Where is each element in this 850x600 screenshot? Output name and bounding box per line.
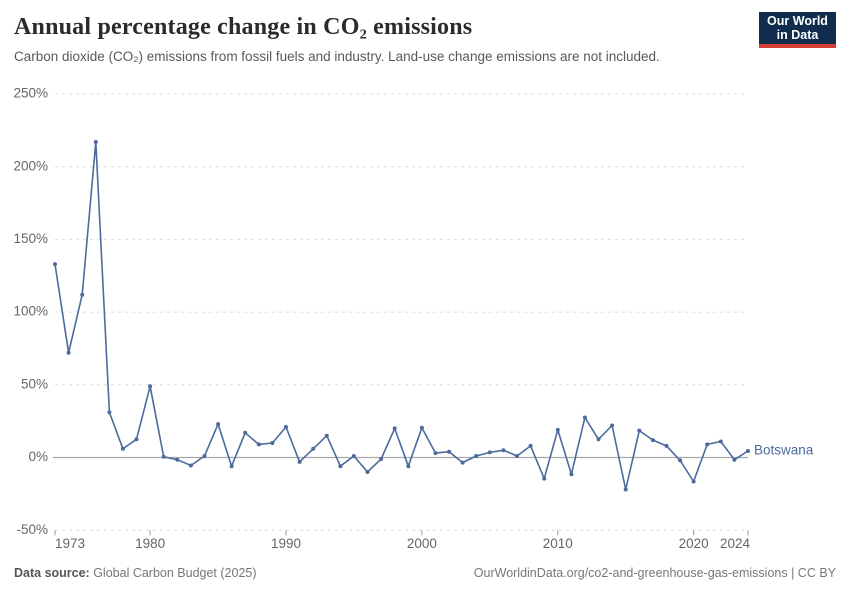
data-point-1980[interactable] — [148, 384, 153, 389]
x-tick-label: 2010 — [543, 536, 573, 551]
data-point-2020[interactable] — [691, 479, 696, 484]
data-point-2002[interactable] — [447, 449, 452, 454]
data-point-1996[interactable] — [365, 470, 370, 474]
x-tick-label: 2024 — [720, 536, 751, 551]
data-point-1984[interactable] — [202, 454, 207, 458]
attribution-link[interactable]: OurWorldinData.org/co2-and-greenhouse-ga… — [473, 566, 836, 580]
chart-title: Annual percentage change in CO₂ emission… — [14, 14, 473, 40]
data-point-1973[interactable] — [53, 262, 57, 267]
data-point-2000[interactable] — [419, 425, 424, 430]
data-point-1997[interactable] — [379, 457, 384, 461]
y-tick-label: 0% — [28, 449, 48, 464]
data-point-1990[interactable] — [284, 425, 288, 429]
data-point-1975[interactable] — [80, 292, 85, 297]
y-tick-label: 50% — [21, 376, 48, 391]
data-point-2011[interactable] — [569, 472, 574, 477]
data-point-2006[interactable] — [501, 448, 506, 453]
data-point-1982[interactable] — [175, 457, 180, 462]
data-point-2010[interactable] — [555, 427, 560, 432]
data-point-2024[interactable] — [746, 449, 750, 453]
data-point-1993[interactable] — [324, 433, 329, 438]
data-point-2014[interactable] — [610, 423, 615, 428]
data-point-1995[interactable] — [351, 454, 356, 458]
x-tick-label: 1973 — [55, 536, 85, 551]
data-point-2009[interactable] — [542, 476, 547, 481]
data-point-2007[interactable] — [515, 454, 519, 458]
data-point-1979[interactable] — [134, 437, 139, 442]
x-tick-label: 1980 — [135, 536, 165, 551]
entity-label-botswana[interactable]: Botswana — [754, 443, 814, 458]
data-point-1994[interactable] — [338, 464, 343, 469]
data-point-2005[interactable] — [487, 450, 492, 455]
data-point-2013[interactable] — [596, 437, 601, 442]
chart-footer: Data source: Global Carbon Budget (2025)… — [14, 566, 836, 580]
owid-logo-line1: Our World — [767, 14, 828, 28]
data-point-1987[interactable] — [243, 430, 248, 435]
x-tick-label: 2020 — [679, 536, 709, 551]
data-point-2022[interactable] — [718, 439, 723, 444]
data-point-1999[interactable] — [406, 464, 411, 469]
data-point-2021[interactable] — [705, 442, 710, 447]
y-tick-label: 200% — [13, 158, 48, 173]
data-point-1981[interactable] — [161, 454, 166, 459]
x-tick-label: 1990 — [271, 536, 301, 551]
chart-subtitle: Carbon dioxide (CO₂) emissions from foss… — [14, 49, 660, 64]
data-point-2008[interactable] — [528, 443, 533, 448]
data-point-1998[interactable] — [392, 426, 397, 431]
data-point-1983[interactable] — [188, 463, 193, 468]
data-point-2018[interactable] — [664, 443, 669, 448]
data-point-1977[interactable] — [107, 410, 112, 415]
y-tick-label: -50% — [16, 522, 48, 537]
data-point-1976[interactable] — [93, 140, 98, 144]
y-tick-label: 150% — [13, 231, 48, 246]
data-point-1974[interactable] — [66, 350, 71, 355]
owid-logo-line2: in Data — [776, 28, 819, 42]
y-tick-label: 250% — [13, 86, 48, 101]
y-tick-label: 100% — [13, 304, 48, 319]
data-point-2001[interactable] — [433, 451, 438, 456]
data-point-2004[interactable] — [474, 454, 479, 458]
data-point-1978[interactable] — [120, 446, 125, 451]
data-point-2023[interactable] — [732, 457, 737, 462]
data-point-2017[interactable] — [650, 438, 655, 443]
data-point-1989[interactable] — [270, 441, 275, 445]
x-tick-label: 2000 — [407, 536, 437, 551]
data-source: Data source: Global Carbon Budget (2025) — [14, 566, 257, 580]
data-point-2016[interactable] — [637, 428, 642, 433]
data-point-1985[interactable] — [216, 422, 221, 427]
chart-header: Annual percentage change in CO₂ emission… — [14, 12, 836, 64]
data-point-1988[interactable] — [256, 442, 261, 447]
data-point-1991[interactable] — [297, 459, 302, 464]
data-point-1986[interactable] — [229, 464, 234, 469]
series-line-botswana — [54, 141, 749, 491]
data-point-2015[interactable] — [623, 487, 628, 492]
owid-logo[interactable]: Our World in Data — [759, 12, 836, 48]
data-point-2012[interactable] — [582, 415, 587, 420]
data-point-2003[interactable] — [460, 460, 465, 465]
data-source-value: Global Carbon Budget (2025) — [89, 566, 257, 580]
data-point-2019[interactable] — [678, 458, 683, 463]
data-point-1992[interactable] — [311, 446, 316, 451]
data-source-label: Data source: — [14, 566, 90, 580]
